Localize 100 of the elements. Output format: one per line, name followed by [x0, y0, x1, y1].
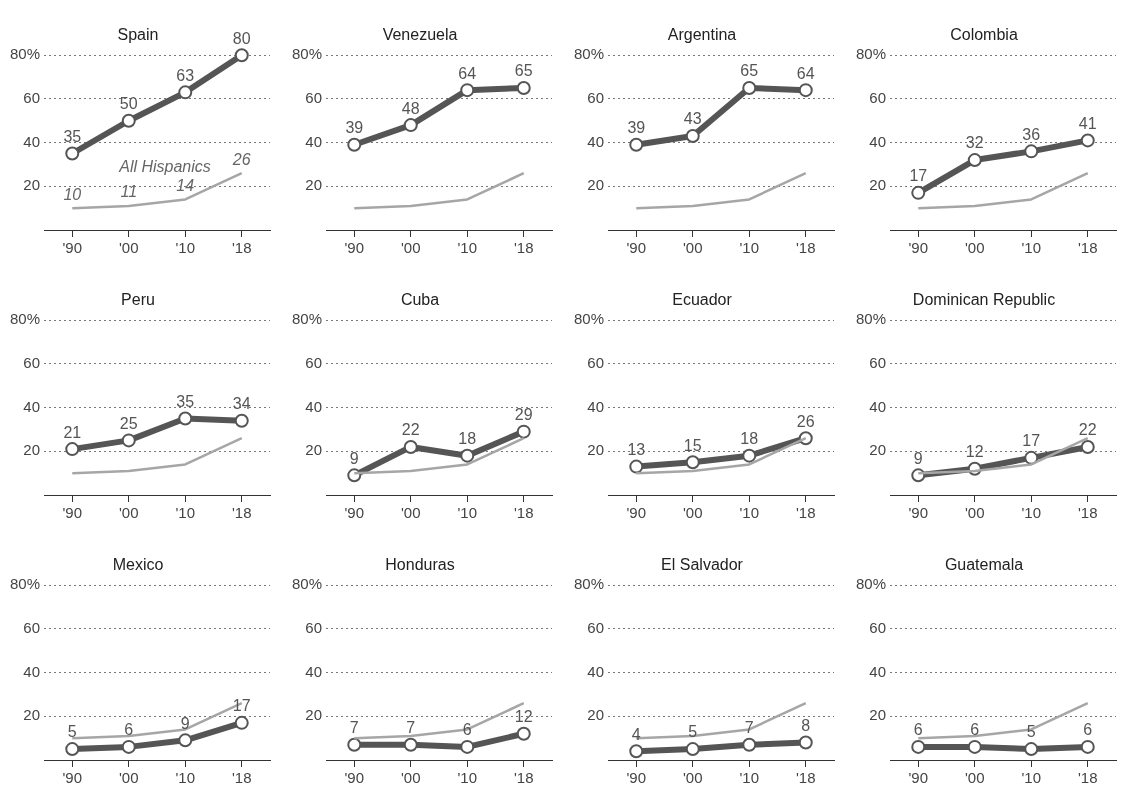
data-label: 21	[63, 423, 82, 441]
chart-title: Guatemala	[944, 556, 1024, 574]
y-tick-label: 60	[305, 354, 323, 372]
point	[121, 113, 136, 128]
point	[65, 742, 80, 757]
point	[742, 448, 757, 463]
data-label: 17	[909, 167, 928, 185]
y-tick-label: 60	[23, 89, 41, 107]
point	[347, 737, 362, 752]
x-tick-label: '00	[400, 769, 421, 787]
data-label: 64	[796, 64, 815, 82]
point	[347, 137, 362, 152]
point	[516, 726, 531, 741]
y-tick-label: 60	[869, 619, 887, 637]
y-tick-label: 40	[305, 397, 323, 415]
data-label: 13	[627, 441, 646, 458]
y-tick-label: 40	[305, 662, 323, 680]
x-tick-label: '00	[682, 769, 703, 787]
point	[121, 433, 136, 448]
y-tick-label: 20	[23, 706, 41, 724]
data-label: 50	[119, 95, 138, 113]
y-tick-label: 60	[305, 89, 323, 107]
point	[516, 424, 531, 439]
chart-title: El Salvador	[661, 556, 744, 574]
y-tick-label: 40	[587, 132, 605, 150]
data-label: 65	[514, 62, 533, 80]
point	[403, 439, 418, 454]
data-label: 39	[627, 119, 646, 137]
data-label: 6	[970, 721, 980, 739]
chart-title: Argentina	[667, 26, 737, 44]
x-tick-label: '00	[118, 769, 139, 787]
chart-title: Venezuela	[382, 26, 458, 44]
x-tick-label: '10	[457, 504, 478, 522]
x-tick-label: '90	[344, 239, 365, 257]
y-tick-label: 60	[587, 354, 605, 372]
x-tick-label: '00	[682, 504, 703, 522]
data-label: 7	[744, 719, 754, 737]
x-tick-label: '18	[231, 239, 252, 257]
x-tick-label: '90	[62, 239, 83, 257]
x-tick-label: '00	[118, 504, 139, 522]
x-tick-label: '90	[62, 504, 83, 522]
x-tick-label: '00	[400, 504, 421, 522]
series-label: All Hispanics	[118, 157, 211, 175]
x-tick-label: '10	[175, 769, 196, 787]
y-tick-label: 80%	[573, 45, 605, 63]
data-label: 17	[1022, 432, 1041, 450]
y-tick-label: 80%	[291, 45, 323, 63]
x-tick-label: '90	[344, 769, 365, 787]
x-tick-label: '18	[795, 239, 816, 257]
point	[178, 411, 193, 426]
y-tick-label: 20	[23, 441, 41, 459]
data-label: 9	[913, 449, 923, 467]
data-label: 48	[401, 99, 420, 117]
data-label: 11	[120, 183, 138, 201]
y-tick-label: 60	[587, 619, 605, 637]
x-tick-label: '10	[457, 769, 478, 787]
data-label: 29	[514, 406, 533, 424]
x-tick-label: '90	[344, 504, 365, 522]
y-tick-label: 60	[587, 89, 605, 107]
data-label: 22	[401, 421, 420, 439]
x-tick-label: '00	[400, 239, 421, 257]
data-label: 39	[345, 119, 364, 137]
data-label: 6	[913, 721, 923, 739]
point	[460, 739, 475, 754]
chart-title: Honduras	[385, 556, 455, 574]
y-tick-label: 40	[23, 397, 41, 415]
y-tick-label: 40	[23, 662, 41, 680]
chart-title: Cuba	[400, 291, 440, 309]
x-tick-label: '00	[964, 769, 985, 787]
y-tick-label: 20	[869, 176, 887, 194]
data-label: 12	[514, 708, 533, 726]
x-tick-label: '90	[62, 769, 83, 787]
chart-title: Ecuador	[672, 291, 733, 309]
data-label: 14	[176, 176, 195, 194]
y-tick-label: 80%	[9, 310, 41, 328]
point	[629, 137, 644, 152]
point	[403, 118, 418, 133]
x-tick-label: '10	[1021, 769, 1042, 787]
point	[1080, 439, 1095, 454]
point	[347, 468, 362, 483]
point	[234, 715, 249, 730]
data-label: 63	[176, 66, 195, 84]
chart-title: Spain	[117, 26, 159, 44]
data-label: 7	[349, 719, 359, 737]
data-label: 35	[176, 392, 195, 410]
x-tick-label: '90	[626, 769, 647, 787]
x-tick-label: '18	[513, 504, 534, 522]
y-tick-label: 40	[305, 132, 323, 150]
y-tick-label: 80%	[291, 575, 323, 593]
point	[460, 83, 475, 98]
data-label: 15	[683, 436, 702, 454]
chart-title: Mexico	[112, 556, 164, 574]
point	[1080, 133, 1095, 148]
x-tick-label: '10	[739, 239, 760, 257]
x-tick-label: '18	[513, 239, 534, 257]
point	[516, 80, 531, 95]
y-tick-label: 40	[587, 662, 605, 680]
data-label: 12	[965, 443, 984, 461]
y-tick-label: 60	[23, 619, 41, 637]
data-label: 17	[232, 697, 251, 715]
